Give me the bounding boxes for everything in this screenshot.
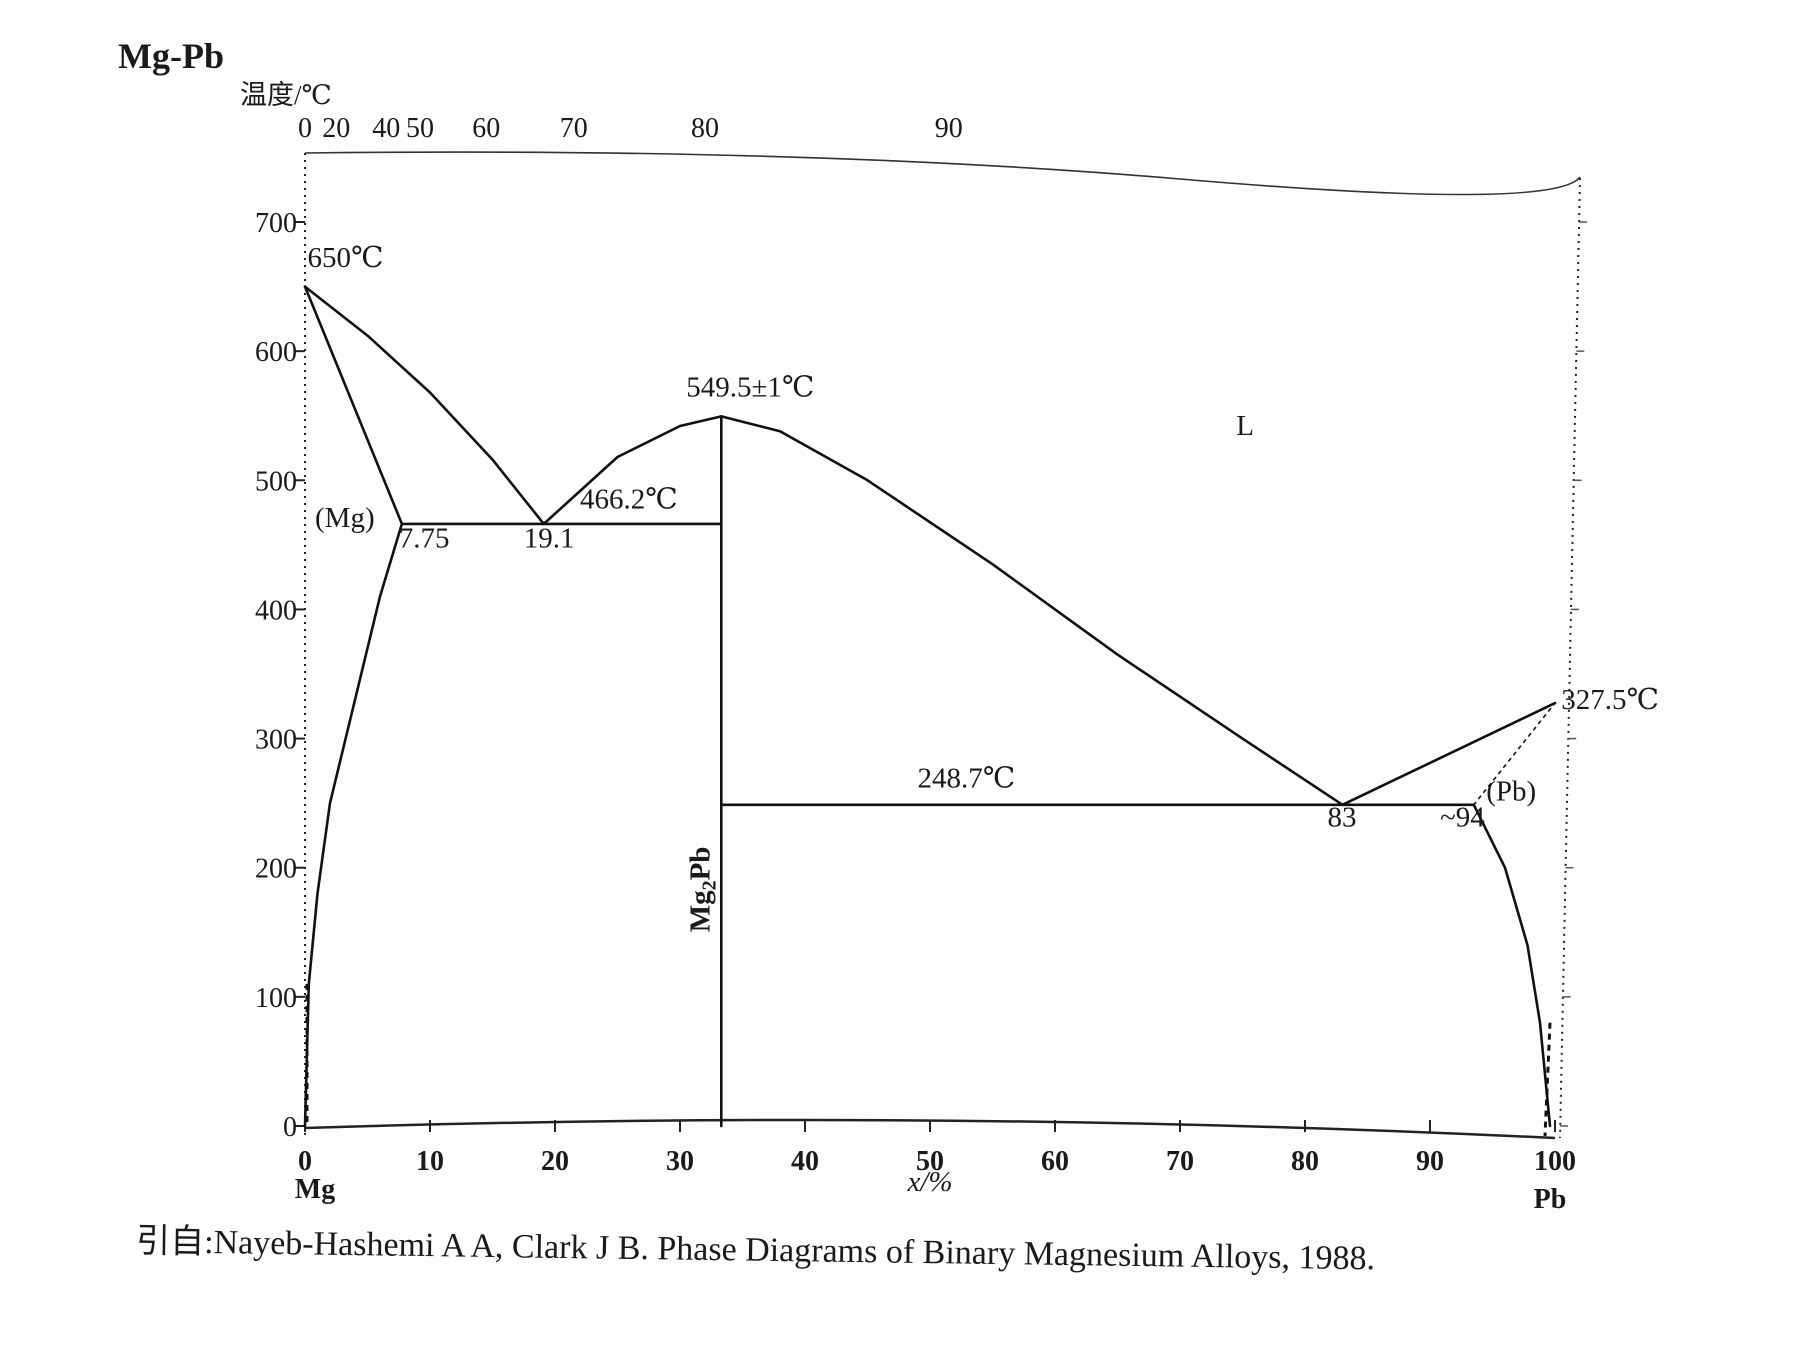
y-axis-label: 温度/℃ — [240, 80, 332, 110]
annotation-label: 7.75 — [399, 522, 450, 554]
series-line — [720, 415, 1344, 807]
top-tick-label: 50 — [406, 113, 434, 144]
x-tick-label: 10 — [416, 1146, 444, 1177]
y-tick-label: 200 — [255, 854, 297, 885]
x-tick-label: 40 — [791, 1146, 819, 1177]
x-tick-label: 100 — [1534, 1146, 1576, 1177]
x-tick-label: 30 — [666, 1146, 694, 1177]
series-line — [303, 285, 546, 526]
top-tick-label: 20 — [322, 113, 350, 144]
annotation-label: 549.5±1℃ — [686, 371, 814, 403]
annotation-label: 466.2℃ — [580, 484, 678, 516]
x-tick-label: 20 — [541, 1146, 569, 1177]
plot-frame — [304, 151, 1581, 1140]
left-element-label: Mg — [295, 1174, 335, 1205]
x-tick-label: 50 — [916, 1146, 944, 1177]
annotation-label: 327.5℃ — [1561, 684, 1659, 716]
top-tick-label: 40 — [372, 113, 400, 144]
y-tick-label: 500 — [255, 466, 297, 497]
x-tick-label: 60 — [1041, 1146, 1069, 1177]
top-axis — [304, 151, 1581, 196]
compound-label: Mg2Pb — [684, 847, 720, 933]
top-tick-label: 90 — [935, 113, 963, 144]
series-line — [1472, 803, 1552, 1128]
x-axis-label: x/% — [906, 1166, 952, 1198]
x-tick-label: 80 — [1291, 1146, 1319, 1177]
y-tick-label: 400 — [255, 595, 297, 626]
annotation-label: (Pb) — [1486, 776, 1536, 808]
top-tick-label: 60 — [472, 113, 500, 144]
chart-labels: 650℃ 549.5±1℃ 466.2℃ 7.75 19.1 (Mg) L 248.7℃ 83 ~… — [118, 36, 1659, 1277]
x-tick-label: 70 — [1166, 1146, 1194, 1177]
top-tick-label: 0 — [298, 113, 312, 144]
y-tick-label: 100 — [255, 983, 297, 1014]
y-tick-label: 300 — [255, 725, 297, 756]
annotation-label: (Mg) — [315, 502, 375, 534]
series-line — [303, 285, 404, 526]
annotation-label: 83 — [1328, 801, 1357, 833]
annotation-label: L — [1236, 410, 1254, 442]
y-tick-label: 600 — [255, 337, 297, 368]
annotation-label: 19.1 — [524, 522, 575, 554]
right-element-label: Pb — [1534, 1184, 1567, 1215]
chart-title: Mg-Pb — [118, 36, 224, 76]
series-line — [1473, 702, 1556, 806]
right-axis — [1559, 177, 1581, 1139]
annotation-label: ~94 — [1440, 801, 1485, 833]
annotation-label: 650℃ — [308, 242, 384, 274]
citation: 引自:Nayeb-Hashemi A A, Clark J B. Phase D… — [136, 1222, 1375, 1277]
top-tick-label: 80 — [691, 113, 719, 144]
series-line — [542, 415, 723, 526]
x-tick-label: 90 — [1416, 1146, 1444, 1177]
y-tick-label: 0 — [283, 1112, 297, 1143]
y-tick-label: 700 — [255, 208, 297, 239]
top-tick-label: 70 — [560, 113, 588, 144]
x-tick-label: 0 — [298, 1146, 312, 1177]
annotation-label: 248.7℃ — [918, 763, 1016, 795]
solvus-extension-right — [1543, 1022, 1552, 1137]
phase-boundaries — [303, 285, 1557, 1137]
series-line — [303, 522, 404, 1128]
series-line — [1341, 701, 1557, 807]
